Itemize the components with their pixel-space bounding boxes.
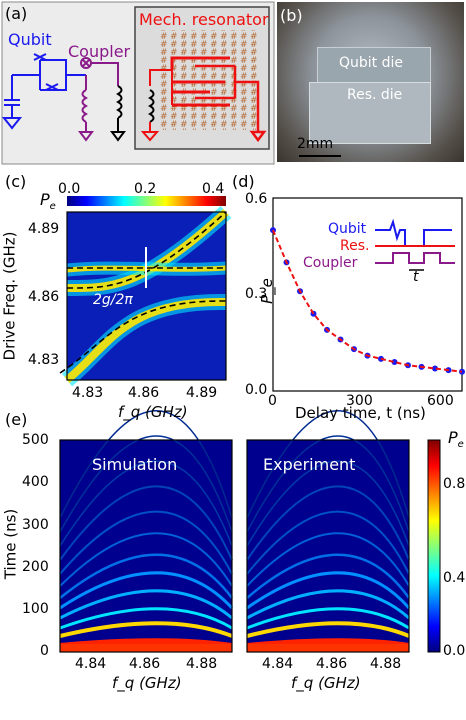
e-ytick: 0 [40, 643, 49, 659]
e-title-experiment: Experiment [263, 455, 356, 474]
c-ytick: 4.83 [28, 352, 60, 368]
e-fringe [246, 621, 410, 638]
panel-a-label: (a) [5, 4, 28, 23]
e-fringe [59, 435, 233, 533]
c-xtick: 4.86 [128, 385, 160, 401]
c-heatmap-branch-core [64, 297, 227, 384]
scale-bar [299, 155, 341, 157]
qubit-label: Qubit [8, 30, 52, 49]
d-ylabel: P_e [257, 278, 276, 304]
e-fringe [246, 571, 411, 610]
c-coupling-label: 2g/2π [93, 292, 133, 308]
e-right-xtick: 4.86 [316, 656, 348, 672]
e-fringe [246, 435, 410, 533]
e-cb-tick: 0.4 [443, 570, 466, 586]
c-cb-tick: 0.2 [134, 181, 157, 197]
scale-label: 2mm [297, 136, 334, 152]
e-base-band [247, 644, 409, 652]
e-fringe [246, 607, 410, 630]
c-colorbar-title: Pe [40, 190, 56, 213]
panel-e-colorbar [427, 439, 441, 653]
d-data-point [391, 359, 398, 366]
c-ytick: 4.86 [28, 289, 60, 305]
d-xtick: 0 [268, 393, 277, 409]
d-xlabel: Delay time, t (ns) [295, 404, 426, 422]
e-right-xtick: 4.84 [262, 656, 294, 672]
c-xtick: 4.83 [72, 385, 104, 401]
e-ytick: 400 [22, 474, 49, 490]
qubit-die-label: Qubit die [339, 55, 403, 71]
e-cb-tick: 0.8 [443, 476, 466, 492]
c-cb-tick: 0.4 [202, 181, 225, 197]
e-left-xtick: 4.88 [186, 656, 218, 672]
e-left-xlabel: f_q (GHz) [112, 674, 182, 692]
e-base-band [60, 644, 232, 652]
panel-a-schematic [1, 1, 275, 165]
e-title-simulation: Simulation [92, 455, 178, 474]
e-fringe [246, 460, 410, 547]
e-fringe [59, 607, 233, 630]
e-fringe [59, 510, 233, 575]
legend-qubit: Qubit [328, 221, 367, 237]
e-fringe [59, 532, 233, 587]
e-fringe [59, 485, 233, 561]
e-ylabel: Time (ns) [1, 508, 20, 580]
e-fringe [59, 571, 234, 610]
panel-e-label: (e) [5, 410, 28, 429]
legend-res: Res. [340, 238, 370, 254]
panel-d-label: (d) [232, 172, 255, 191]
resonator-label: Mech. resonator [139, 10, 269, 29]
c-lower-branch [59, 300, 227, 374]
panel-d-chart [270, 197, 465, 392]
res-die [309, 82, 431, 144]
res-die-label: Res. die [347, 87, 403, 103]
panel-c-chart [59, 196, 232, 387]
c-ylabel: Drive Freq. (GHz) [0, 231, 19, 361]
e-fringe [246, 510, 410, 575]
panel-b-label: (b) [280, 6, 303, 25]
c-xlabel: f_q (GHz) [118, 403, 188, 421]
e-fringe [246, 532, 410, 587]
e-fringe [59, 410, 233, 519]
panel-e-chart [59, 410, 441, 653]
e-ytick: 200 [22, 559, 49, 575]
e-fringe [246, 589, 410, 620]
panel-c-colorbar [67, 196, 226, 206]
legend-coupler: Coupler [303, 255, 358, 271]
d-xtick: 300 [346, 393, 373, 409]
panel-c-label: (c) [5, 172, 27, 191]
e-right-xtick: 4.88 [370, 656, 402, 672]
e-ytick: 300 [22, 517, 49, 533]
e-fringe [59, 621, 233, 638]
c-upper-branch [66, 211, 227, 289]
c-xtick: 4.89 [186, 385, 218, 401]
d-ytick: 0.0 [245, 382, 268, 398]
d-xtick: 600 [427, 393, 454, 409]
e-cb-tick: 0.0 [443, 643, 466, 659]
c-cb-tick: 0.0 [58, 181, 81, 197]
panel-b-photo: Qubit die Res. die 2mm [277, 2, 464, 162]
e-left-xtick: 4.84 [75, 656, 107, 672]
pulse-delay-label: t [413, 269, 419, 285]
e-fringe [59, 460, 233, 547]
e-left-xtick: 4.86 [129, 656, 161, 672]
e-ytick: 100 [22, 601, 49, 617]
e-fringe [246, 410, 410, 519]
e-colorbar-title: Pe [448, 428, 464, 451]
coupler-label: Coupler [68, 42, 131, 61]
e-right-xlabel: f_q (GHz) [291, 674, 361, 692]
c-ytick: 4.89 [28, 221, 60, 237]
d-ytick: 0.6 [245, 191, 268, 207]
e-fringe [59, 589, 233, 620]
e-ytick: 500 [22, 432, 49, 448]
e-fringe [246, 553, 411, 599]
e-fringe [246, 485, 410, 561]
e-fringe [59, 553, 233, 599]
d-data-point [432, 365, 438, 372]
d-ytick: 0.3 [245, 286, 268, 302]
